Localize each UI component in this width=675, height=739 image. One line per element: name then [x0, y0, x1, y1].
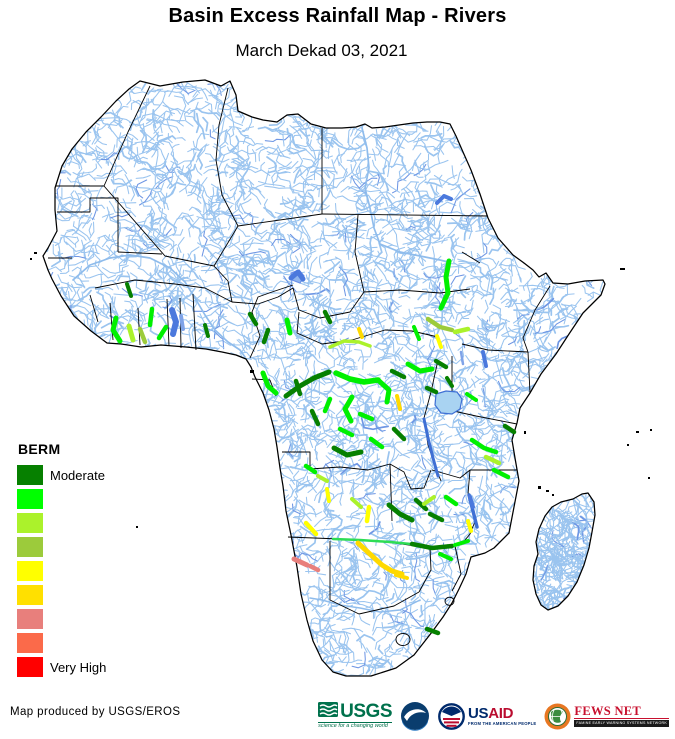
legend-item	[17, 585, 187, 605]
fewsnet-tagline: FAMINE EARLY WARNING SYSTEMS NETWORK	[574, 720, 669, 728]
legend-swatch	[17, 609, 43, 629]
fewsnet-logo: FEWS NET FAMINE EARLY WARNING SYSTEMS NE…	[544, 703, 669, 730]
legend-item	[17, 537, 187, 557]
usgs-tagline: science for a changing world	[318, 722, 392, 730]
legend-swatch	[17, 585, 43, 605]
legend-label: Very High	[50, 659, 107, 675]
legend-swatch	[17, 513, 43, 533]
usaid-wordmark-aid: AID	[488, 704, 514, 722]
legend-heading: BERM	[18, 441, 61, 457]
berm-legend: BERM Moderate Very High	[17, 441, 187, 681]
noaa-seal-icon	[401, 702, 429, 731]
footer-logos: USGS science for a changing world	[318, 696, 669, 736]
legend-item	[17, 609, 187, 629]
noaa-logo	[400, 701, 430, 731]
legend-swatch	[17, 465, 43, 485]
usaid-logo: USAID FROM THE AMERICAN PEOPLE	[438, 702, 537, 730]
legend-item	[17, 633, 187, 653]
legend-swatch	[17, 537, 43, 557]
legend-items: Moderate Very High	[17, 465, 187, 677]
legend-swatch	[17, 561, 43, 581]
page-title: Basin Excess Rainfall Map - Rivers	[168, 5, 507, 27]
legend-item	[17, 489, 187, 509]
legend-item	[17, 561, 187, 581]
credit-text: Map produced by USGS/EROS	[10, 706, 181, 718]
fewsnet-globe-icon	[544, 703, 571, 729]
usgs-waves-icon	[318, 702, 339, 721]
legend-item: Very High	[17, 657, 187, 677]
usaid-seal-icon	[438, 702, 465, 730]
usgs-wordmark: USGS	[340, 701, 392, 723]
fewsnet-wordmark: FEWS NET	[574, 705, 669, 720]
legend-item	[17, 513, 187, 533]
legend-item: Moderate	[17, 465, 187, 485]
legend-swatch	[17, 657, 43, 677]
usaid-tagline: FROM THE AMERICAN PEOPLE	[468, 721, 537, 727]
legend-swatch	[17, 489, 43, 509]
page-subtitle: March Dekad 03, 2021	[235, 41, 408, 60]
usaid-wordmark-us: US	[468, 704, 489, 722]
legend-swatch	[17, 633, 43, 653]
legend-label: Moderate	[50, 467, 105, 483]
usgs-logo: USGS science for a changing world	[318, 702, 392, 730]
